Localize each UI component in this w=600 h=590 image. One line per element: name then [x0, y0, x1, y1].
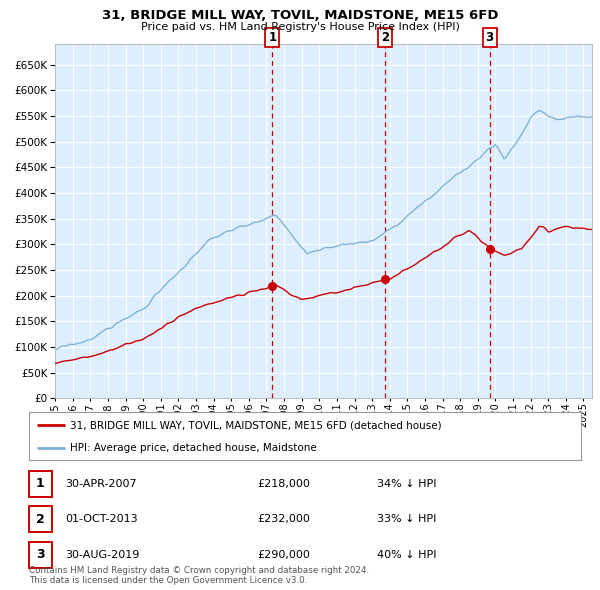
Text: 40% ↓ HPI: 40% ↓ HPI [377, 550, 436, 559]
Text: 1: 1 [36, 477, 44, 490]
Text: 33% ↓ HPI: 33% ↓ HPI [377, 514, 436, 524]
Text: 31, BRIDGE MILL WAY, TOVIL, MAIDSTONE, ME15 6FD: 31, BRIDGE MILL WAY, TOVIL, MAIDSTONE, M… [102, 9, 498, 22]
FancyBboxPatch shape [29, 412, 581, 460]
Text: 30-APR-2007: 30-APR-2007 [65, 479, 136, 489]
Text: 3: 3 [36, 548, 44, 561]
Text: HPI: Average price, detached house, Maidstone: HPI: Average price, detached house, Maid… [70, 443, 317, 453]
Text: 3: 3 [485, 31, 494, 44]
Text: Price paid vs. HM Land Registry's House Price Index (HPI): Price paid vs. HM Land Registry's House … [140, 22, 460, 32]
Text: 2: 2 [36, 513, 44, 526]
Text: £232,000: £232,000 [257, 514, 310, 524]
Text: Contains HM Land Registry data © Crown copyright and database right 2024.
This d: Contains HM Land Registry data © Crown c… [29, 566, 369, 585]
Text: 34% ↓ HPI: 34% ↓ HPI [377, 479, 436, 489]
Text: 31, BRIDGE MILL WAY, TOVIL, MAIDSTONE, ME15 6FD (detached house): 31, BRIDGE MILL WAY, TOVIL, MAIDSTONE, M… [70, 420, 442, 430]
Text: 1: 1 [268, 31, 277, 44]
Text: 01-OCT-2013: 01-OCT-2013 [65, 514, 137, 524]
Text: £290,000: £290,000 [257, 550, 310, 559]
Text: 30-AUG-2019: 30-AUG-2019 [65, 550, 139, 559]
Text: 2: 2 [381, 31, 389, 44]
Text: £218,000: £218,000 [257, 479, 310, 489]
